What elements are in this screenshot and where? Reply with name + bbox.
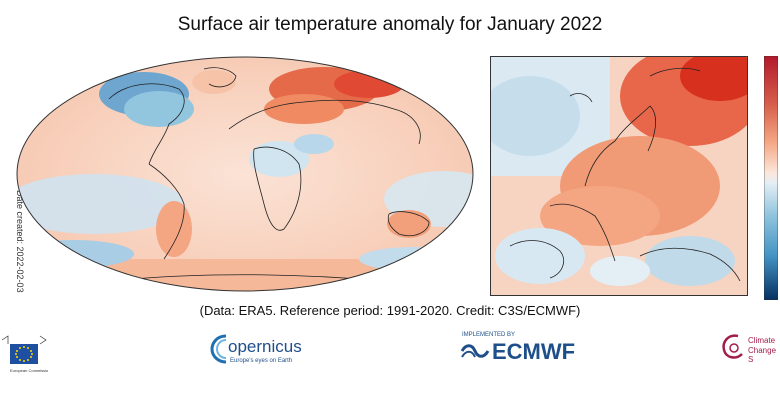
map-title: Surface air temperature anomaly for Janu… — [177, 14, 603, 35]
ecmwf-logo: IMPLEMENTED BY ECMWF — [460, 332, 590, 366]
c3s-logo: Climate Change S — [718, 328, 780, 368]
c3s-line2: Change S — [748, 346, 777, 364]
copernicus-tagline: Europe's eyes on Earth — [230, 358, 293, 364]
ecmwf-wordmark: ECMWF — [492, 339, 576, 364]
ecmwf-top-caption: IMPLEMENTED BY — [462, 332, 516, 338]
european-commission-logo: European Commission — [0, 330, 48, 376]
copernicus-logo: opernicus Europe's eyes on Earth — [208, 328, 320, 368]
copernicus-wordmark: opernicus — [228, 337, 302, 356]
europe-anomaly-map — [490, 56, 748, 296]
c3s-line1: Climate — [748, 336, 776, 345]
world-anomaly-map — [16, 56, 474, 292]
colorbar — [764, 56, 778, 300]
credit-line: (Data: ERA5. Reference period: 1991-2020… — [199, 303, 581, 318]
svg-text:European Commission: European Commission — [10, 368, 48, 373]
